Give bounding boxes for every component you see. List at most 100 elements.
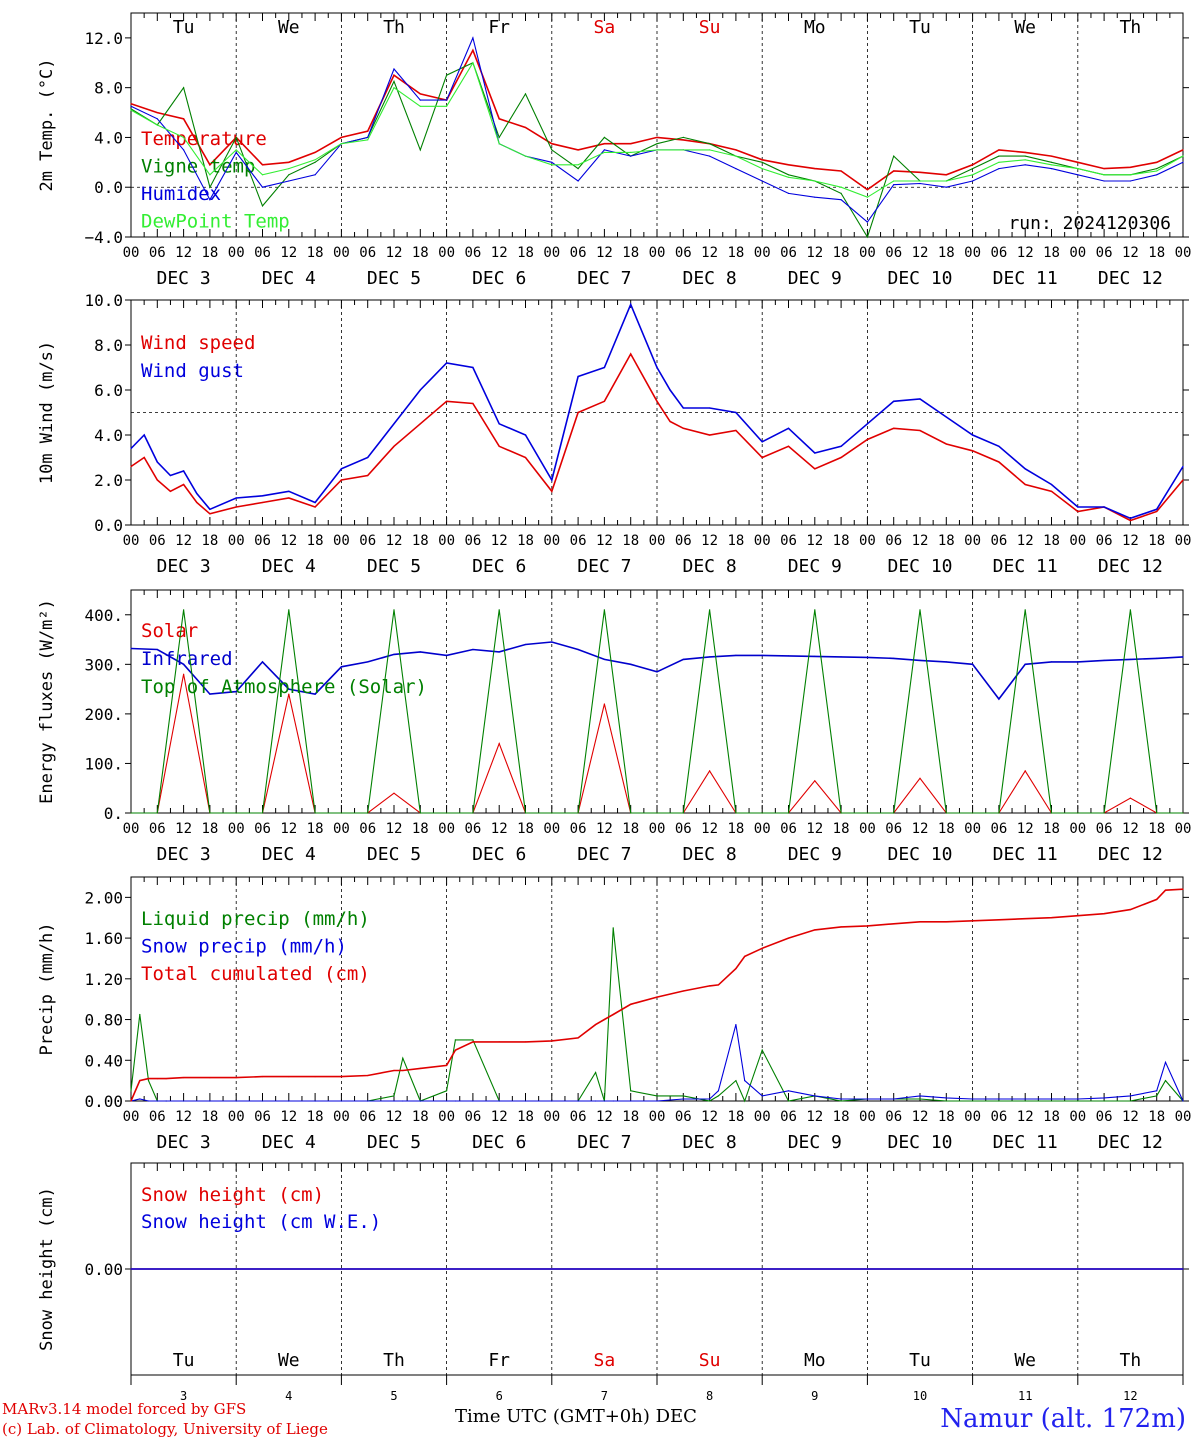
data-point bbox=[393, 87, 395, 89]
data-point bbox=[761, 812, 763, 814]
data-point bbox=[709, 434, 711, 436]
data-point bbox=[196, 501, 198, 504]
data-point bbox=[761, 1049, 763, 1051]
data-point bbox=[446, 362, 448, 364]
data-point bbox=[143, 434, 145, 436]
data-point bbox=[261, 205, 264, 207]
hour-tick-label: 18 bbox=[307, 821, 324, 837]
date-label: DEC 5 bbox=[367, 1132, 421, 1153]
date-label: DEC 10 bbox=[887, 844, 952, 865]
data-point bbox=[787, 655, 790, 657]
y-axis-label: Energy fluxes (W/m²) bbox=[37, 599, 57, 804]
data-point bbox=[893, 427, 895, 429]
y-tick-label: 400. bbox=[84, 606, 123, 625]
data-point bbox=[840, 1098, 842, 1100]
date-label: DEC 10 bbox=[887, 268, 952, 289]
hour-tick-label: 06 bbox=[1096, 1109, 1113, 1125]
data-point bbox=[235, 812, 237, 814]
hour-tick-label: 12 bbox=[491, 1109, 508, 1125]
data-point bbox=[744, 1100, 746, 1102]
data-point bbox=[682, 427, 684, 429]
data-point bbox=[551, 164, 553, 166]
data-point bbox=[866, 423, 869, 425]
hour-tick-label: 12 bbox=[701, 1109, 718, 1125]
y-tick-label: 0.40 bbox=[84, 1051, 123, 1070]
panel-3: 0. 100. 200. 300. 400. Energy fluxes (W/m²) So… bbox=[37, 589, 1191, 865]
data-point bbox=[1103, 180, 1105, 182]
lab-credit: (c) Lab. of Climatology, University of L… bbox=[2, 1420, 328, 1438]
hour-tick-label: 00 bbox=[649, 533, 666, 549]
data-point bbox=[1129, 180, 1131, 182]
hour-tick-label: 06 bbox=[780, 1109, 797, 1125]
hour-tick-label: 12 bbox=[491, 245, 508, 261]
panel-5: 0.00 Snow height (cm) Snow height (cm) Snow… bbox=[37, 1162, 1189, 1403]
hour-tick-label: 06 bbox=[570, 1109, 587, 1125]
hour-tick-label: 00 bbox=[964, 1109, 981, 1125]
data-point bbox=[612, 1013, 614, 1016]
day-number-label: 10 bbox=[913, 1389, 927, 1403]
data-point bbox=[1024, 155, 1026, 157]
data-point bbox=[402, 1100, 404, 1102]
data-point bbox=[209, 164, 211, 166]
hour-tick-label: 00 bbox=[333, 1109, 350, 1125]
data-point bbox=[972, 434, 974, 436]
hour-tick-label: 06 bbox=[780, 245, 797, 261]
data-point bbox=[577, 375, 579, 378]
hour-tick-label: 18 bbox=[1043, 821, 1060, 837]
data-point bbox=[472, 366, 474, 369]
data-point bbox=[945, 186, 947, 188]
data-point bbox=[288, 1100, 290, 1102]
data-point bbox=[1050, 661, 1053, 663]
hour-tick-label: 12 bbox=[1122, 533, 1139, 549]
data-point bbox=[183, 483, 185, 486]
data-point bbox=[472, 812, 474, 814]
data-point bbox=[393, 68, 395, 70]
data-point bbox=[866, 196, 869, 198]
day-name-label: Su bbox=[699, 1350, 721, 1371]
data-point bbox=[1129, 1095, 1131, 1097]
data-point bbox=[735, 429, 737, 432]
data-point bbox=[393, 1095, 395, 1097]
hour-tick-label: 06 bbox=[464, 1109, 481, 1125]
data-point bbox=[656, 143, 658, 145]
data-point bbox=[998, 1100, 1000, 1102]
data-point bbox=[761, 654, 763, 657]
data-point bbox=[1156, 657, 1158, 660]
data-point bbox=[143, 456, 145, 459]
hour-tick-label: 06 bbox=[675, 245, 692, 261]
data-point bbox=[744, 955, 746, 958]
data-point bbox=[814, 468, 816, 470]
date-label: DEC 7 bbox=[577, 1132, 631, 1153]
data-point bbox=[893, 184, 895, 186]
hour-tick-label: 12 bbox=[280, 821, 297, 837]
hour-tick-label: 18 bbox=[938, 1109, 955, 1125]
data-point bbox=[1182, 888, 1184, 890]
hour-tick-label: 18 bbox=[727, 821, 744, 837]
data-point bbox=[1182, 479, 1184, 481]
data-point bbox=[761, 441, 763, 443]
data-point bbox=[183, 609, 185, 611]
data-point bbox=[761, 180, 763, 182]
data-point bbox=[498, 143, 500, 145]
data-point bbox=[288, 693, 290, 695]
data-point bbox=[682, 149, 684, 151]
hour-tick-label: 12 bbox=[1122, 821, 1139, 837]
day-name-label: Fr bbox=[488, 17, 510, 38]
data-point bbox=[893, 923, 895, 925]
data-point bbox=[524, 1100, 527, 1102]
data-point bbox=[612, 1100, 614, 1102]
data-point bbox=[735, 654, 737, 657]
data-point bbox=[367, 139, 369, 141]
data-point bbox=[1164, 1080, 1167, 1082]
data-point bbox=[524, 456, 527, 459]
day-name-label: Th bbox=[383, 1350, 405, 1371]
hour-tick-label: 00 bbox=[333, 245, 350, 261]
hour-tick-label: 00 bbox=[1175, 533, 1192, 549]
hour-tick-label: 00 bbox=[228, 533, 245, 549]
data-point bbox=[367, 456, 369, 459]
data-point bbox=[156, 1100, 158, 1102]
data-point bbox=[402, 1069, 404, 1072]
data-point bbox=[393, 792, 395, 794]
data-point bbox=[1129, 909, 1131, 911]
y-tick-label: 0.0 bbox=[94, 516, 123, 535]
